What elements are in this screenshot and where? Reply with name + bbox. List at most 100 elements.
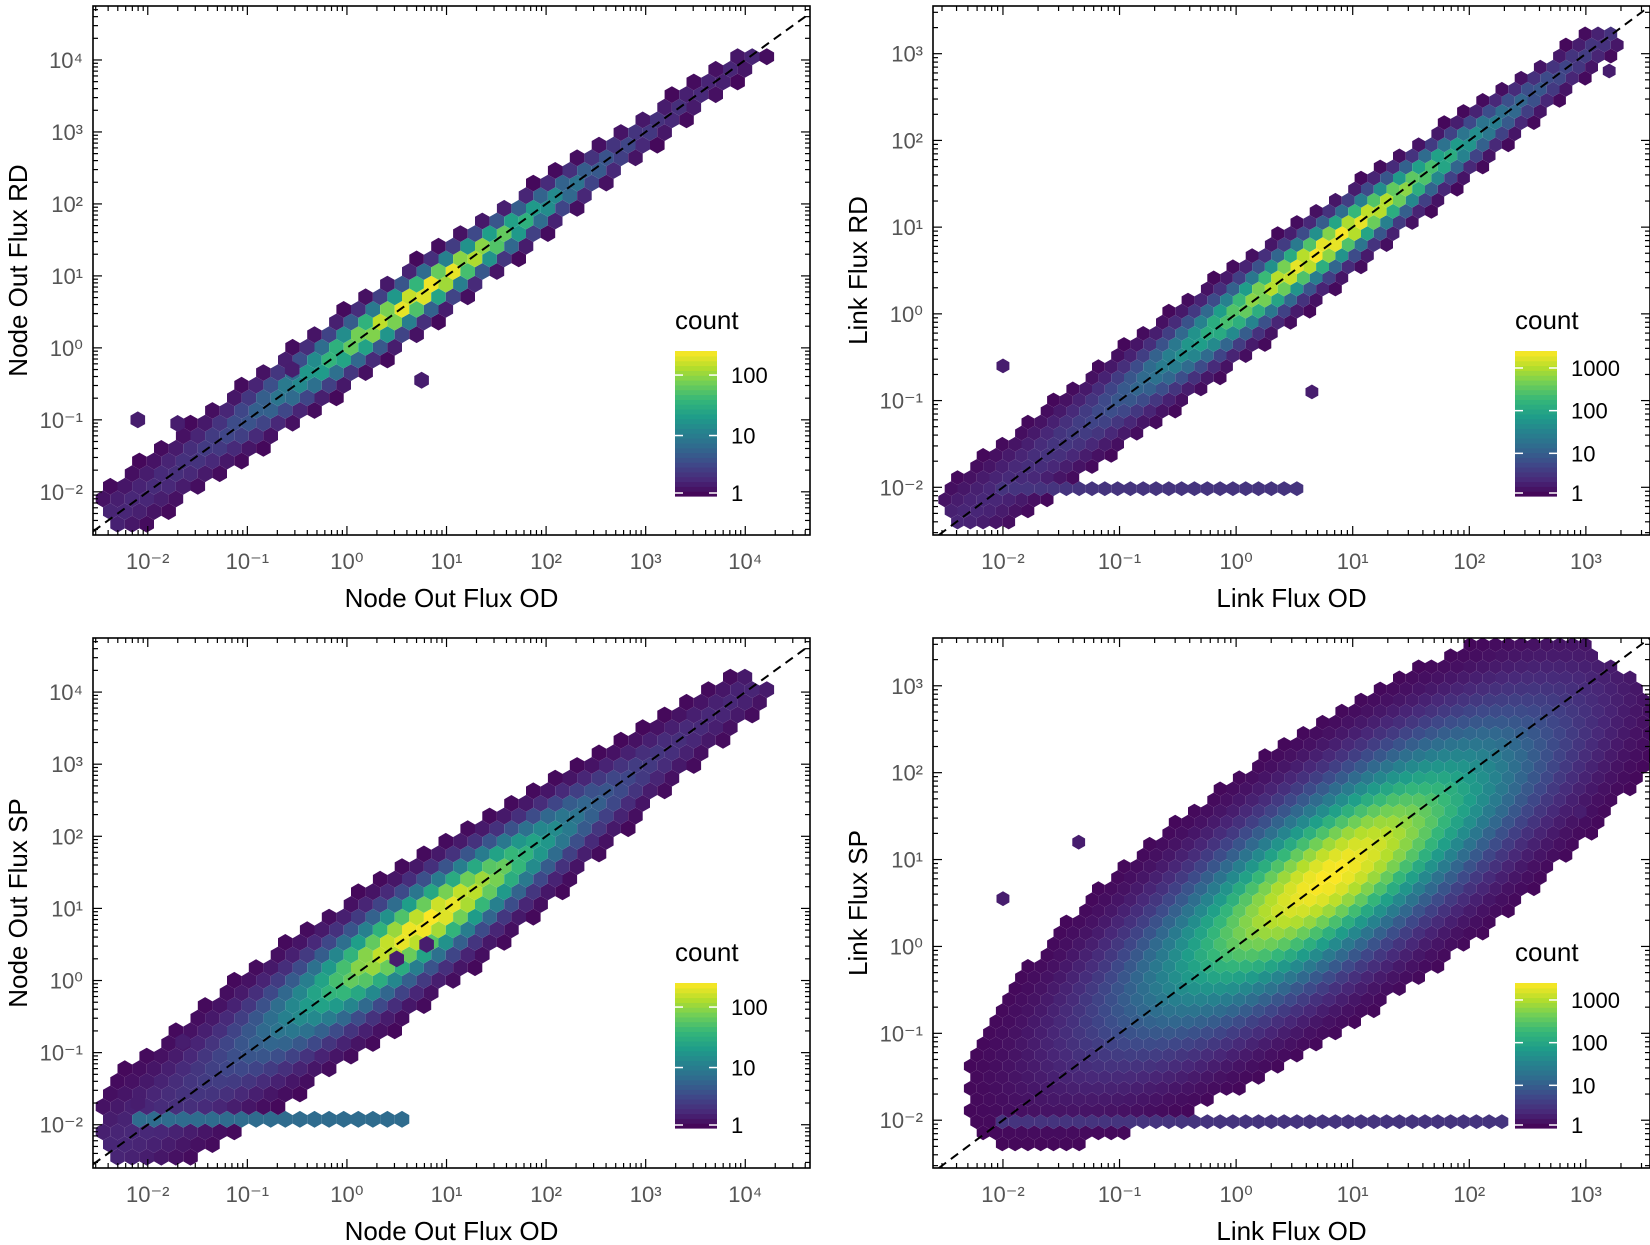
hex-bin (1514, 792, 1528, 808)
hex-bin (1239, 1114, 1253, 1130)
hex-bin (1104, 359, 1118, 375)
hex-bin (1162, 914, 1176, 930)
hex-bin (1354, 892, 1368, 908)
hex-bin (1399, 881, 1413, 897)
hex-bin (219, 1009, 235, 1027)
hex-bin (1322, 859, 1336, 874)
hex-bin (1200, 481, 1214, 497)
hex-bin (1072, 414, 1086, 430)
hex-bin (1373, 859, 1387, 874)
hex-bin (212, 997, 227, 1014)
hex-bin (620, 795, 636, 812)
hex-bin (1296, 814, 1310, 830)
hex-bin (1188, 959, 1201, 974)
hex-bin (599, 782, 614, 800)
hex-bin (679, 693, 694, 711)
hex-bin (577, 187, 592, 205)
hex-bin (387, 313, 402, 331)
hex-bin (1111, 892, 1124, 908)
hex-bin (1124, 981, 1137, 996)
hex-bin (1213, 870, 1227, 885)
hex-bin (256, 440, 271, 457)
hex-bin (1104, 1125, 1118, 1141)
hex-bin (1476, 903, 1490, 919)
hex-bin (1207, 859, 1221, 874)
hex-bin (1111, 1003, 1124, 1019)
hex-bin (1578, 638, 1592, 653)
hex-bin (1284, 314, 1297, 330)
hex-bin (1322, 1014, 1336, 1030)
hex-bin (976, 1081, 990, 1096)
hex-bin (1200, 870, 1214, 885)
hex-bin (511, 832, 526, 850)
hex-bin (1264, 326, 1278, 341)
hex-bin (1277, 1025, 1291, 1041)
hex-bin (183, 440, 198, 457)
hex-bin (1194, 814, 1208, 830)
hex-bin (1226, 959, 1240, 974)
hex-bin (1124, 348, 1137, 363)
hex-bin (1181, 970, 1195, 985)
hex-bin (511, 199, 526, 217)
hex-bin (1540, 93, 1554, 108)
hex-bin (1341, 1003, 1355, 1019)
hex-bin (110, 1123, 125, 1141)
hex-bin (1117, 381, 1131, 397)
hex-bin (1418, 848, 1432, 863)
hex-bin (1553, 814, 1566, 830)
hex-bin (547, 212, 563, 230)
hex-bin (1457, 759, 1470, 775)
hex-bin (976, 1058, 990, 1074)
hex-bin (1111, 481, 1124, 497)
hex-bin (358, 338, 373, 356)
hex-bin (1361, 992, 1374, 1008)
hex-bin (1245, 881, 1259, 897)
hex-bin (970, 1047, 984, 1063)
hex-bin (1175, 392, 1188, 408)
hex-bin (693, 719, 709, 736)
hex-bin (1117, 925, 1131, 941)
hex-bin (1232, 792, 1246, 808)
colorbar-segment (675, 1123, 717, 1129)
hex-bin (1284, 226, 1297, 241)
hex-bin (976, 448, 990, 463)
hex-bin (1437, 903, 1451, 919)
hex-bin (1630, 681, 1643, 697)
hex-bin (336, 959, 351, 977)
hex-bin-outlier (1573, 804, 1587, 820)
hex-bin (1393, 781, 1406, 797)
hex-bin (1220, 903, 1233, 919)
hex-bin (1175, 936, 1188, 952)
hex-bin (1565, 638, 1579, 653)
hex-bin (1015, 970, 1028, 985)
hex-bin (715, 681, 731, 699)
hex-bin (1598, 781, 1611, 797)
hex-bin (540, 174, 556, 192)
hex-bin (1341, 192, 1355, 208)
hex-bin (1149, 481, 1163, 497)
hex-bin (248, 959, 264, 977)
hex-bin (1239, 1047, 1253, 1063)
hex-bin (234, 376, 249, 394)
hex-bin (1425, 748, 1438, 763)
hex-bin (1591, 659, 1605, 675)
hex-bin (1399, 925, 1413, 941)
hex-bin (1098, 936, 1112, 952)
hex-bin (504, 870, 519, 888)
colorbar-segment (1515, 1036, 1557, 1042)
hex-bin (1149, 936, 1163, 952)
hex-bin (387, 288, 402, 306)
hex-bin (190, 1009, 206, 1027)
colorbar-segment (1515, 389, 1557, 396)
hex-bin (1425, 792, 1438, 808)
hex-bin (518, 212, 534, 230)
hex-bin (1207, 1014, 1221, 1030)
hex-bin (1476, 792, 1490, 808)
hex-bin (1450, 770, 1464, 786)
hex-bin (1047, 981, 1060, 996)
hex-bin (1079, 1125, 1092, 1141)
hex-bin (1450, 836, 1464, 852)
hex-bin (1303, 981, 1317, 996)
hex-bin (146, 503, 162, 520)
hex-bin (1495, 126, 1509, 142)
